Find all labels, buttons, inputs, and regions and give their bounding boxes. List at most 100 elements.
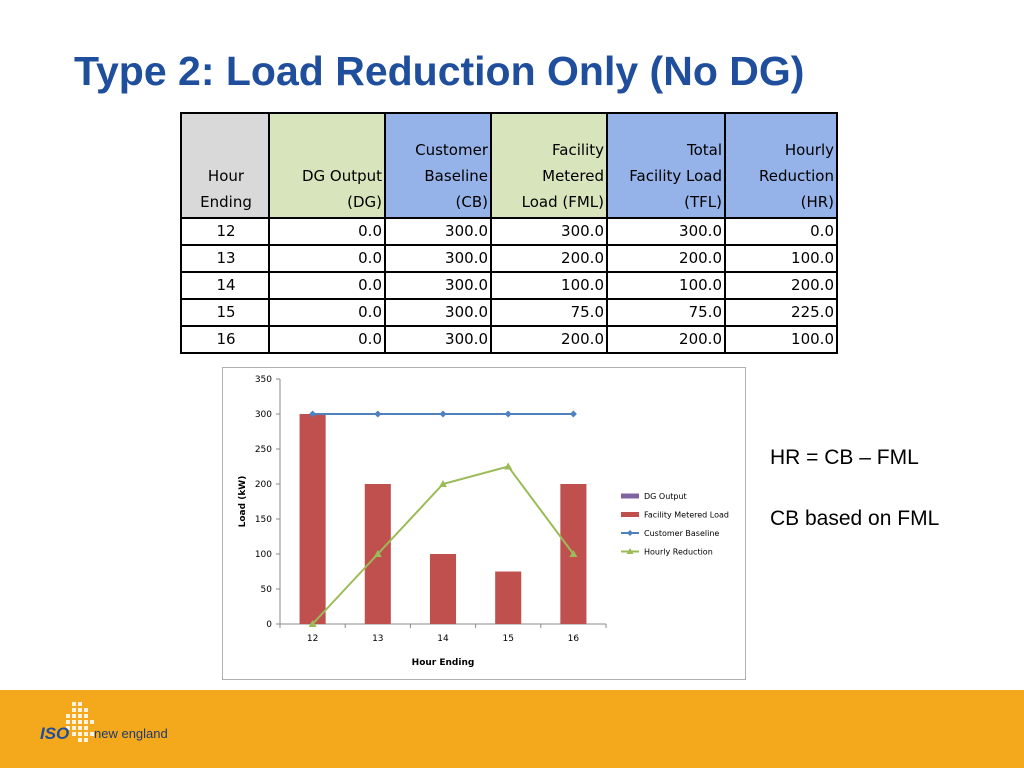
baseline-note: CB based on FML bbox=[770, 507, 940, 530]
legend-label: Hourly Reduction bbox=[644, 548, 713, 557]
x-tick-label: 16 bbox=[568, 634, 580, 644]
point bbox=[439, 410, 447, 418]
table-cell: 200.0 bbox=[724, 271, 838, 300]
table-cell: 0.0 bbox=[268, 217, 386, 246]
legend-label: DG Output bbox=[644, 492, 687, 501]
y-tick-label: 50 bbox=[261, 585, 273, 595]
point bbox=[504, 410, 512, 418]
x-axis-title: Hour Ending bbox=[412, 658, 475, 668]
header-line: Facility bbox=[552, 141, 604, 159]
legend-label: Facility Metered Load bbox=[644, 511, 729, 520]
header-line: Customer bbox=[415, 141, 488, 159]
table-cell: 200.0 bbox=[606, 325, 726, 354]
table-cell: 300.0 bbox=[606, 217, 726, 246]
table-header-cell: Hourly Reduction (HR) bbox=[724, 112, 838, 219]
table-cell: 15 bbox=[180, 298, 270, 327]
point bbox=[439, 480, 447, 487]
table-cell: 100.0 bbox=[606, 271, 726, 300]
logo-new-england-text: new england bbox=[94, 726, 168, 741]
table-cell: 0.0 bbox=[268, 298, 386, 327]
point bbox=[309, 410, 317, 418]
x-tick-label: 15 bbox=[502, 634, 513, 644]
y-tick-label: 0 bbox=[266, 620, 272, 630]
point bbox=[569, 550, 578, 557]
table-cell: 100.0 bbox=[490, 271, 608, 300]
header-line: Hour bbox=[207, 167, 245, 185]
x-tick-label: 12 bbox=[307, 634, 318, 644]
table-cell: 300.0 bbox=[384, 244, 492, 273]
chart: 0 50 100 150 200 250 300 350 12 13 14 15 16 Hour Endi… bbox=[222, 367, 746, 680]
footer-bar bbox=[0, 690, 1024, 768]
table-cell: 13 bbox=[180, 244, 270, 273]
table-cell: 0.0 bbox=[268, 325, 386, 354]
legend-label: Customer Baseline bbox=[644, 529, 719, 538]
point bbox=[373, 550, 382, 557]
table-row: 12 0.0 300.0 300.0 300.0 0.0 bbox=[180, 217, 838, 246]
table-header-cell: Total Facility Load (TFL) bbox=[606, 112, 726, 219]
y-tick-label: 250 bbox=[255, 445, 272, 455]
y-tick-label: 200 bbox=[255, 480, 272, 490]
legend-swatch bbox=[621, 493, 639, 499]
header-line: (HR) bbox=[800, 193, 834, 211]
table-cell: 75.0 bbox=[606, 298, 726, 327]
point bbox=[504, 462, 513, 470]
table-cell: 300.0 bbox=[490, 217, 608, 246]
table-cell: 14 bbox=[180, 271, 270, 300]
header-line: Reduction bbox=[759, 167, 834, 185]
header-line: Facility Load bbox=[629, 167, 722, 185]
y-tick-label: 350 bbox=[255, 375, 272, 385]
table-row: 16 0.0 300.0 200.0 200.0 100.0 bbox=[180, 325, 838, 354]
table-body: 12 0.0 300.0 300.0 300.0 0.0 13 0.0 300.0 200.0 20… bbox=[180, 217, 838, 354]
table-cell: 75.0 bbox=[490, 298, 608, 327]
table-header-cell: Facility Metered Load (FML) bbox=[490, 112, 608, 219]
table-cell: 300.0 bbox=[384, 271, 492, 300]
logo-iso-text: ISO bbox=[40, 724, 70, 743]
bar bbox=[299, 414, 326, 624]
header-line: Ending bbox=[200, 193, 252, 211]
point bbox=[374, 410, 382, 418]
legend-marker bbox=[627, 530, 633, 536]
table-cell: 0.0 bbox=[724, 217, 838, 246]
header-line: Baseline bbox=[424, 167, 488, 185]
y-axis-title: Load (kW) bbox=[238, 476, 248, 528]
table-cell: 300.0 bbox=[384, 325, 492, 354]
table-row: 14 0.0 300.0 100.0 100.0 200.0 bbox=[180, 271, 838, 300]
header-line: Metered bbox=[542, 167, 604, 185]
header-line: DG Output bbox=[301, 167, 382, 185]
header-line: (CB) bbox=[455, 193, 488, 211]
table-cell: 100.0 bbox=[724, 325, 838, 354]
chart-svg: 0 50 100 150 200 250 300 350 12 13 14 15 16 Hour Endi… bbox=[238, 375, 729, 668]
table-cell: 225.0 bbox=[724, 298, 838, 327]
table-cell: 0.0 bbox=[268, 244, 386, 273]
table-header-cell: Hour Ending bbox=[180, 112, 270, 219]
data-table: Hour Ending DG Output (DG) Customer Baseline (… bbox=[180, 112, 838, 354]
table-row: 15 0.0 300.0 75.0 75.0 225.0 bbox=[180, 298, 838, 327]
table-cell: 200.0 bbox=[606, 244, 726, 273]
table-cell: 16 bbox=[180, 325, 270, 354]
x-tick-label: 13 bbox=[372, 634, 383, 644]
header-line: (TFL) bbox=[684, 193, 722, 211]
table-header-cell: Customer Baseline (CB) bbox=[384, 112, 492, 219]
y-tick-label: 150 bbox=[255, 515, 272, 525]
table-cell: 100.0 bbox=[724, 244, 838, 273]
table-cell: 12 bbox=[180, 217, 270, 246]
table-header-cell: DG Output (DG) bbox=[268, 112, 386, 219]
table-cell: 300.0 bbox=[384, 217, 492, 246]
table-header-row: Hour Ending DG Output (DG) Customer Baseline (… bbox=[180, 112, 838, 219]
new-england-map-icon bbox=[66, 702, 94, 742]
point bbox=[569, 410, 577, 418]
y-tick-label: 300 bbox=[255, 410, 272, 420]
table-cell: 0.0 bbox=[268, 271, 386, 300]
bar bbox=[495, 571, 522, 624]
table-cell: 300.0 bbox=[384, 298, 492, 327]
table-cell: 200.0 bbox=[490, 244, 608, 273]
formula-note: HR = CB – FML bbox=[770, 446, 919, 469]
iso-ne-logo: ISO new england bbox=[40, 700, 190, 760]
x-tick-label: 14 bbox=[437, 634, 449, 644]
slide-title: Type 2: Load Reduction Only (No DG) bbox=[74, 48, 805, 94]
table-cell: 200.0 bbox=[490, 325, 608, 354]
point bbox=[308, 620, 317, 627]
legend-swatch bbox=[621, 512, 639, 517]
bar bbox=[429, 554, 457, 624]
legend-marker bbox=[626, 548, 634, 554]
